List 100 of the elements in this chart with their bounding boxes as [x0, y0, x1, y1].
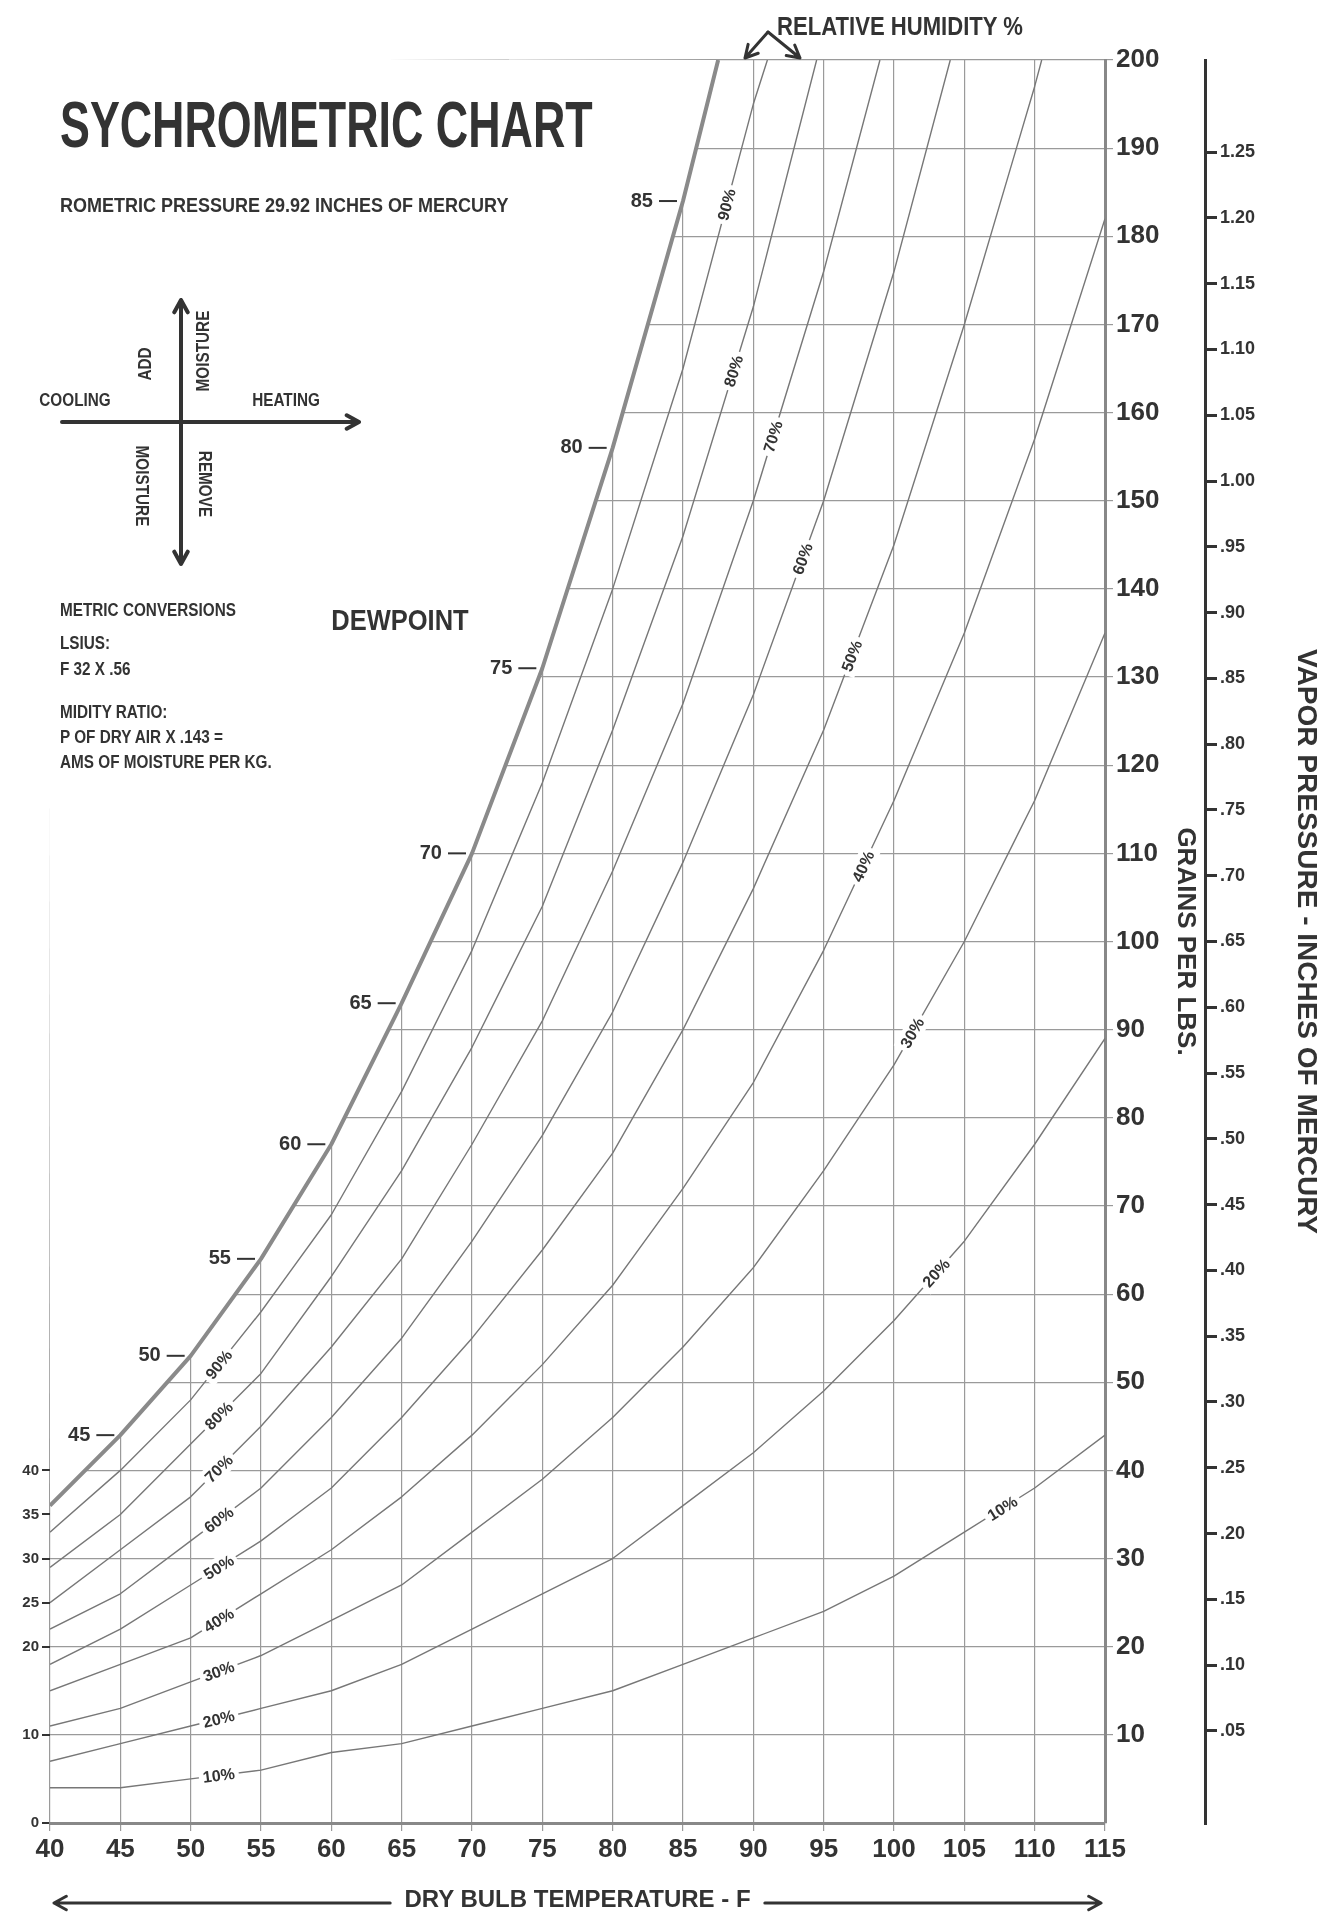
text: 70%: [201, 1451, 237, 1486]
annotation: 45: [68, 1422, 91, 1445]
y2-tick-label: .25: [1220, 1456, 1246, 1477]
x-tick-label: 90: [738, 1832, 768, 1863]
y-tick-label: 100: [1116, 924, 1160, 955]
x-tick-label: 45: [105, 1832, 135, 1863]
y2-tick-label: .80: [1220, 733, 1246, 754]
text: 40%: [848, 848, 878, 885]
y2-tick-label: .55: [1220, 1062, 1246, 1083]
y2-tick-label: .65: [1220, 930, 1246, 951]
y-tick-label: 50: [1116, 1365, 1145, 1396]
x-tick-label: 55: [246, 1832, 276, 1863]
x-tick-label: 100: [872, 1832, 916, 1863]
text: 50%: [200, 1551, 237, 1583]
y2-tick-label: .40: [1220, 1259, 1246, 1280]
text: 60%: [200, 1503, 237, 1537]
y-tick-label: 20: [1116, 1629, 1145, 1660]
x-tick-label: 40: [35, 1832, 65, 1863]
y2-tick-label: .90: [1220, 601, 1246, 622]
y-tick-label: 70: [1116, 1189, 1145, 1220]
text: 30%: [896, 1014, 928, 1051]
y-tick-label: 140: [1116, 572, 1160, 603]
y3-tick-label: 10: [22, 1724, 39, 1742]
y2-tick-label: .50: [1220, 1127, 1246, 1148]
annotation: 60: [279, 1131, 302, 1154]
text: 10%: [984, 1492, 1021, 1524]
y2-tick-label: 1.25: [1220, 141, 1256, 162]
annotation: F 32 X .56: [60, 659, 131, 679]
annotation: METRIC CONVERSIONS: [60, 600, 236, 620]
text: SYCHROMETRIC CHART: [60, 89, 593, 161]
y-tick-label: 200: [1116, 43, 1160, 74]
y2-tick-label: 1.00: [1220, 469, 1256, 490]
y2-tick-label: 1.05: [1220, 404, 1256, 425]
y-tick-label: 30: [1116, 1541, 1145, 1572]
text: 30%: [200, 1657, 237, 1685]
annotation: 50: [138, 1343, 161, 1366]
x-tick-label: 70: [457, 1832, 487, 1863]
x-tick-label: 75: [527, 1832, 557, 1863]
y-tick-label: 90: [1116, 1012, 1145, 1043]
annotation: AMS OF MOISTURE PER KG.: [60, 752, 272, 772]
y3-tick-label: 0: [30, 1813, 39, 1831]
annotation: MIDITY RATIO:: [60, 702, 168, 722]
x-tick-label: 50: [176, 1832, 206, 1863]
y-tick-label: 180: [1116, 219, 1160, 250]
y-tick-label: 110: [1116, 836, 1158, 867]
text: 60%: [789, 540, 816, 577]
y-tick-label: 40: [1116, 1453, 1145, 1484]
text: 10%: [201, 1764, 236, 1786]
y-tick-label: 60: [1116, 1277, 1145, 1308]
y-tick-label: 190: [1116, 131, 1160, 162]
y2-tick-label: .60: [1220, 996, 1246, 1017]
y3-tick-label: 35: [22, 1504, 39, 1522]
y3-tick-label: 25: [22, 1592, 39, 1610]
y2-tick-label: .10: [1220, 1654, 1246, 1675]
y2-tick-label: 1.15: [1220, 272, 1256, 293]
x-tick-label: 80: [598, 1832, 628, 1863]
text: 20%: [201, 1706, 237, 1732]
text: 50%: [838, 637, 866, 674]
y2-tick-label: .95: [1220, 535, 1246, 556]
annotation: ROMETRIC PRESSURE 29.92 INCHES OF MERCURY: [60, 194, 509, 216]
y3-tick-label: 30: [22, 1548, 39, 1566]
x-tick-label: 60: [316, 1832, 346, 1863]
x-tick-label: 85: [668, 1832, 698, 1863]
y-tick-label: 160: [1116, 395, 1160, 426]
annotation: P OF DRY AIR X .143 =: [60, 727, 223, 747]
y2-axis-title: VAPOR PRESSURE - INCHES OF MERCURY: [1292, 649, 1324, 1235]
text: 80%: [720, 353, 747, 389]
annotation: 80: [560, 435, 583, 458]
x-tick-label: 110: [1013, 1832, 1056, 1863]
y3-tick-label: 20: [22, 1636, 39, 1654]
annotation: 65: [349, 990, 372, 1013]
y-tick-label: 80: [1116, 1100, 1145, 1131]
x-tick-label: 95: [809, 1832, 839, 1863]
x-tick-label: 115: [1084, 1832, 1126, 1863]
text: 40%: [200, 1604, 237, 1636]
y2-tick-label: .30: [1220, 1390, 1246, 1411]
y-axis-title: GRAINS PER LBS.: [1172, 827, 1203, 1056]
y2-tick-label: 1.10: [1220, 338, 1256, 359]
y-tick-label: 120: [1116, 748, 1160, 779]
annotation: LSIUS:: [60, 633, 111, 653]
y-tick-label: 130: [1116, 660, 1160, 691]
y2-tick-label: .05: [1220, 1719, 1246, 1740]
y2-tick-label: .45: [1220, 1193, 1246, 1214]
y2-tick-label: .70: [1220, 864, 1246, 885]
y2-tick-label: 1.20: [1220, 206, 1256, 227]
annotation: DEWPOINT: [331, 603, 469, 636]
annotation: 85: [630, 188, 653, 211]
y-tick-label: 10: [1116, 1718, 1145, 1749]
y-tick-label: 170: [1116, 307, 1160, 338]
text: RELATIVE HUMIDITY %: [777, 11, 1023, 41]
y2-tick-label: .35: [1220, 1325, 1246, 1346]
x-tick-label: 65: [387, 1832, 417, 1863]
y2-tick-label: .15: [1220, 1588, 1246, 1609]
text: 90%: [714, 186, 739, 223]
text: 70%: [760, 418, 786, 455]
y-tick-label: 150: [1116, 483, 1160, 514]
y2-tick-label: .20: [1220, 1522, 1246, 1543]
x-tick-label: 105: [942, 1832, 987, 1863]
annotation: 75: [490, 655, 513, 678]
annotation: 55: [208, 1246, 231, 1269]
